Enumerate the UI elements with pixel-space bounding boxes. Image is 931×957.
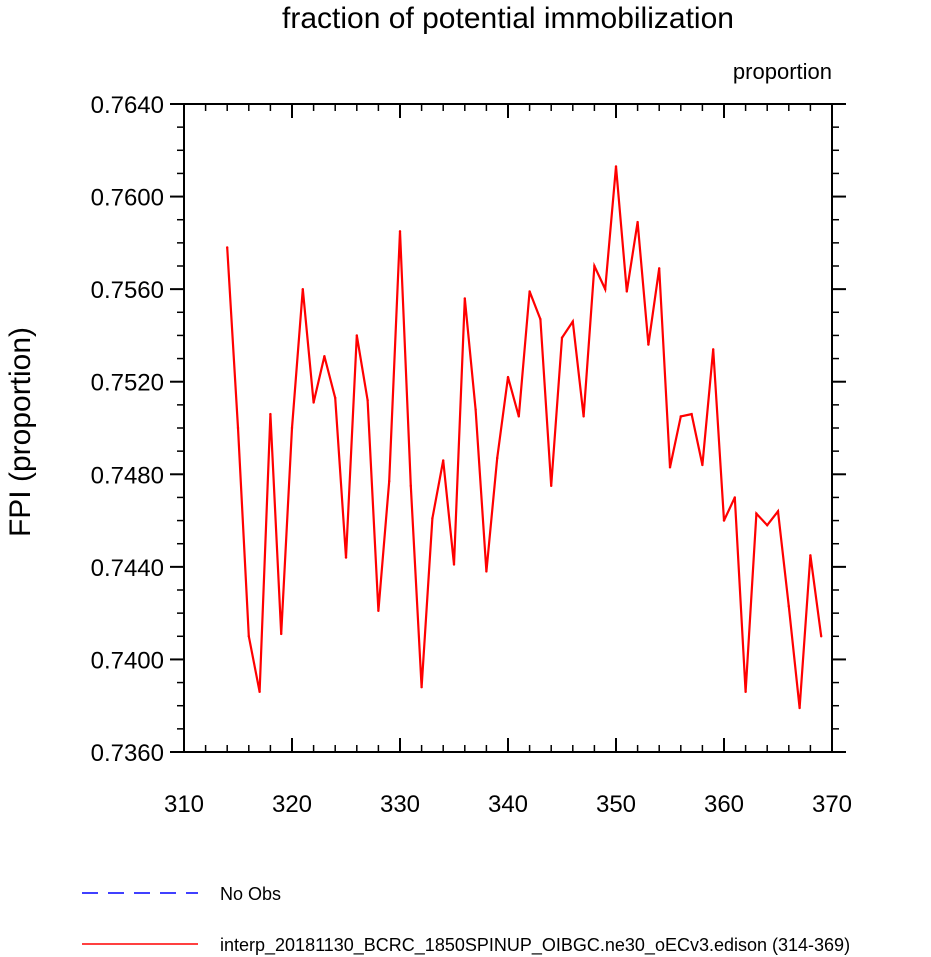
axis-tick-labels: 310 320 330 340 350 360 370 0.7360 0.7400 0.7440 0… (91, 92, 852, 818)
series-line-1 (226, 166, 823, 709)
data-point (474, 408, 477, 411)
data-point (312, 401, 315, 404)
data-point (809, 554, 812, 557)
data-point (431, 517, 434, 520)
data-point (398, 230, 402, 233)
data-point (733, 496, 736, 499)
data-point (366, 399, 369, 402)
x-tick-label: 330 (380, 791, 420, 818)
y-tick-label: 0.7360 (91, 740, 164, 767)
x-tick-label: 360 (704, 791, 744, 818)
y-tick-label: 0.7480 (91, 462, 164, 489)
data-point (290, 426, 294, 430)
data-point (787, 605, 790, 608)
data-point (269, 412, 272, 416)
data-point (452, 563, 456, 566)
y-tick-label: 0.7640 (91, 92, 164, 119)
units-label: proportion (733, 59, 832, 84)
y-tick-label: 0.7520 (91, 370, 164, 397)
data-series (226, 165, 823, 710)
legend: No Obs interp_20181130_BCRC_1850SPINUP_OI… (82, 884, 850, 956)
data-point (355, 334, 358, 337)
data-point (517, 415, 520, 418)
data-point (820, 635, 823, 638)
data-point (388, 480, 391, 483)
data-point (604, 287, 607, 291)
data-point (744, 690, 747, 694)
plot-frame (183, 103, 833, 753)
x-tick-label: 350 (596, 791, 636, 818)
y-axis-label: FPI (proportion) (4, 327, 37, 537)
data-point (668, 466, 672, 469)
data-point (442, 459, 445, 462)
data-point (690, 412, 693, 416)
x-tick-label: 340 (488, 791, 528, 818)
data-point (593, 264, 596, 268)
data-point (496, 456, 499, 460)
y-tick-label: 0.7400 (91, 647, 164, 674)
data-point (766, 524, 769, 527)
axis-ticks (170, 103, 846, 753)
data-point (323, 355, 326, 358)
data-point (506, 375, 510, 379)
chart-title: fraction of potential immobilization (282, 2, 734, 35)
data-point (409, 484, 412, 488)
data-point (344, 556, 348, 559)
data-point (755, 512, 758, 515)
data-point (334, 396, 337, 400)
data-point (280, 632, 283, 636)
y-tick-label: 0.7440 (91, 555, 164, 582)
data-point (614, 165, 618, 168)
data-point (550, 484, 553, 488)
x-tick-label: 310 (164, 791, 204, 818)
data-point (625, 290, 628, 293)
y-tick-label: 0.7600 (91, 185, 164, 212)
data-point (226, 246, 229, 249)
data-point (247, 635, 250, 638)
data-point (722, 519, 726, 522)
data-point (582, 415, 585, 418)
data-point (301, 287, 304, 291)
data-point (485, 570, 488, 573)
data-point (236, 426, 240, 430)
data-point (647, 343, 650, 346)
x-tick-label: 320 (272, 791, 312, 818)
data-point (798, 706, 801, 710)
data-point (658, 267, 661, 270)
data-point (636, 220, 639, 224)
x-tick-label: 370 (812, 791, 852, 818)
data-point (679, 415, 682, 418)
data-point (377, 609, 380, 613)
data-point (539, 318, 542, 321)
legend-label-0: No Obs (220, 884, 281, 904)
data-point (420, 686, 423, 689)
data-point (528, 290, 531, 293)
data-point (701, 463, 704, 467)
data-point (712, 348, 715, 351)
legend-label-1: interp_20181130_BCRC_1850SPINUP_OIBGC.ne… (220, 935, 850, 956)
data-point (776, 510, 780, 513)
y-tick-label: 0.7560 (91, 277, 164, 304)
data-point (463, 297, 466, 300)
data-point (258, 690, 261, 694)
data-point (571, 320, 574, 323)
data-point (560, 336, 564, 339)
